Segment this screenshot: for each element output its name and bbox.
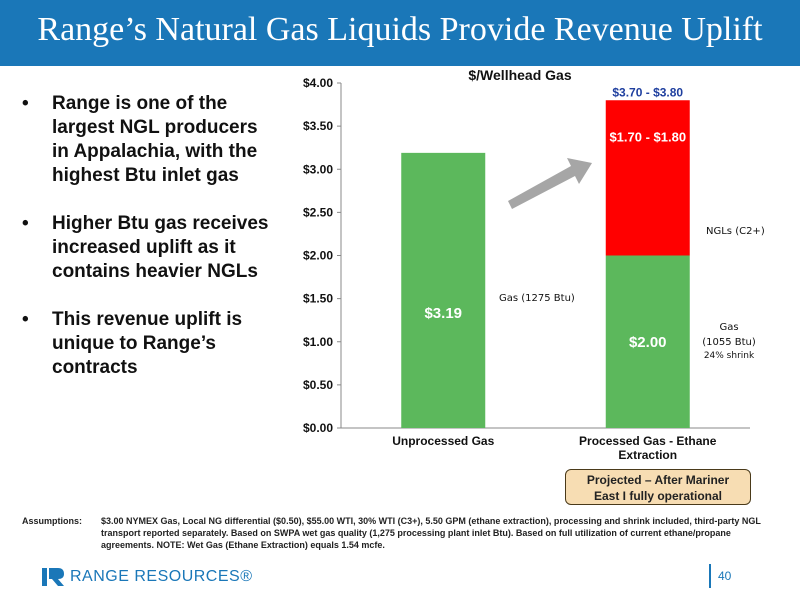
y-tick-label: $3.50 [303,119,333,133]
y-tick-label: $4.00 [303,76,333,90]
y-tick-label: $0.50 [303,378,333,392]
bullet-text: Range is one of the largest NGL producer… [52,93,258,186]
page-number: 40 [718,569,732,583]
annotation-gas-processed-btu: (1055 Btu) [702,337,756,348]
projected-note: Projected – After Mariner East I fully o… [565,469,751,505]
bullet-dot-icon: • [22,93,29,114]
bar-total-label: $3.70 - $3.80 [612,85,683,99]
bar-value-label: $3.19 [424,305,462,322]
logo-text: RANGE RESOURCES® [70,568,253,585]
projected-line: Projected – After Mariner [586,473,730,487]
revenue-chart: $/Wellhead Gas $0.00 $0.50 $1.00 $1.50 $2.00… [303,67,765,462]
y-tick-label: $0.00 [303,421,333,435]
y-axis: $0.00 $0.50 $1.00 $1.50 $2.00 $2.50 $3.00 $3.50… [303,76,750,435]
bar-gas [605,255,690,428]
bullet-dot-icon: • [22,309,29,330]
x-tick-label: Unprocessed Gas [392,434,494,448]
x-tick-label: Processed Gas - Ethane [579,434,717,448]
bullet-dot-icon: • [22,213,29,234]
x-tick-label: Extraction [618,448,677,462]
annotation-shrink: 24% shrink [704,351,755,361]
bullet-text: Higher Btu gas receives increased uplift… [52,213,269,282]
y-tick-label: $2.50 [303,205,333,219]
annotation-gas-processed: Gas [719,322,738,333]
bar-value-label: $2.00 [629,334,667,351]
footer-divider [709,564,711,588]
assumptions-text: $3.00 NYMEX Gas, Local NG differential (… [101,516,761,550]
bar-gas [401,152,486,429]
y-tick-label: $3.00 [303,162,333,176]
bar-ngl [605,100,690,256]
annotation-ngl: NGLs (C2+) [706,226,765,237]
x-axis-labels: Unprocessed Gas Processed Gas - EthaneExt… [392,434,717,462]
bullet-item: • Higher Btu gas receives increased uplif… [22,212,272,284]
bullet-list: • Range is one of the largest NGL produce… [22,92,272,404]
annotation-gas-unprocessed: Gas (1275 Btu) [499,293,575,304]
assumptions-label: Assumptions: [22,516,83,526]
y-tick-label: $2.00 [303,249,333,263]
bars-group: $3.19 $2.00 $1.70 - $1.80 $3.70 - $3.80 [401,85,690,429]
y-tick-label: $1.50 [303,292,333,306]
bullet-item: • This revenue uplift is unique to Range’… [22,308,272,380]
y-tick-label: $1.00 [303,335,333,349]
title-banner: Range’s Natural Gas Liquids Provide Reve… [0,0,800,66]
bar-value-label: $1.70 - $1.80 [609,129,686,144]
bullet-item: • Range is one of the largest NGL produce… [22,92,272,188]
range-logo-icon [42,568,64,586]
company-logo: RANGE RESOURCES® [40,566,270,588]
page-title: Range’s Natural Gas Liquids Provide Reve… [37,11,763,48]
chart-title: $/Wellhead Gas [468,67,571,83]
uplift-arrow-icon [508,158,592,209]
projected-line: East I fully operational [593,489,723,503]
bullet-text: This revenue uplift is unique to Range’s… [52,309,243,378]
